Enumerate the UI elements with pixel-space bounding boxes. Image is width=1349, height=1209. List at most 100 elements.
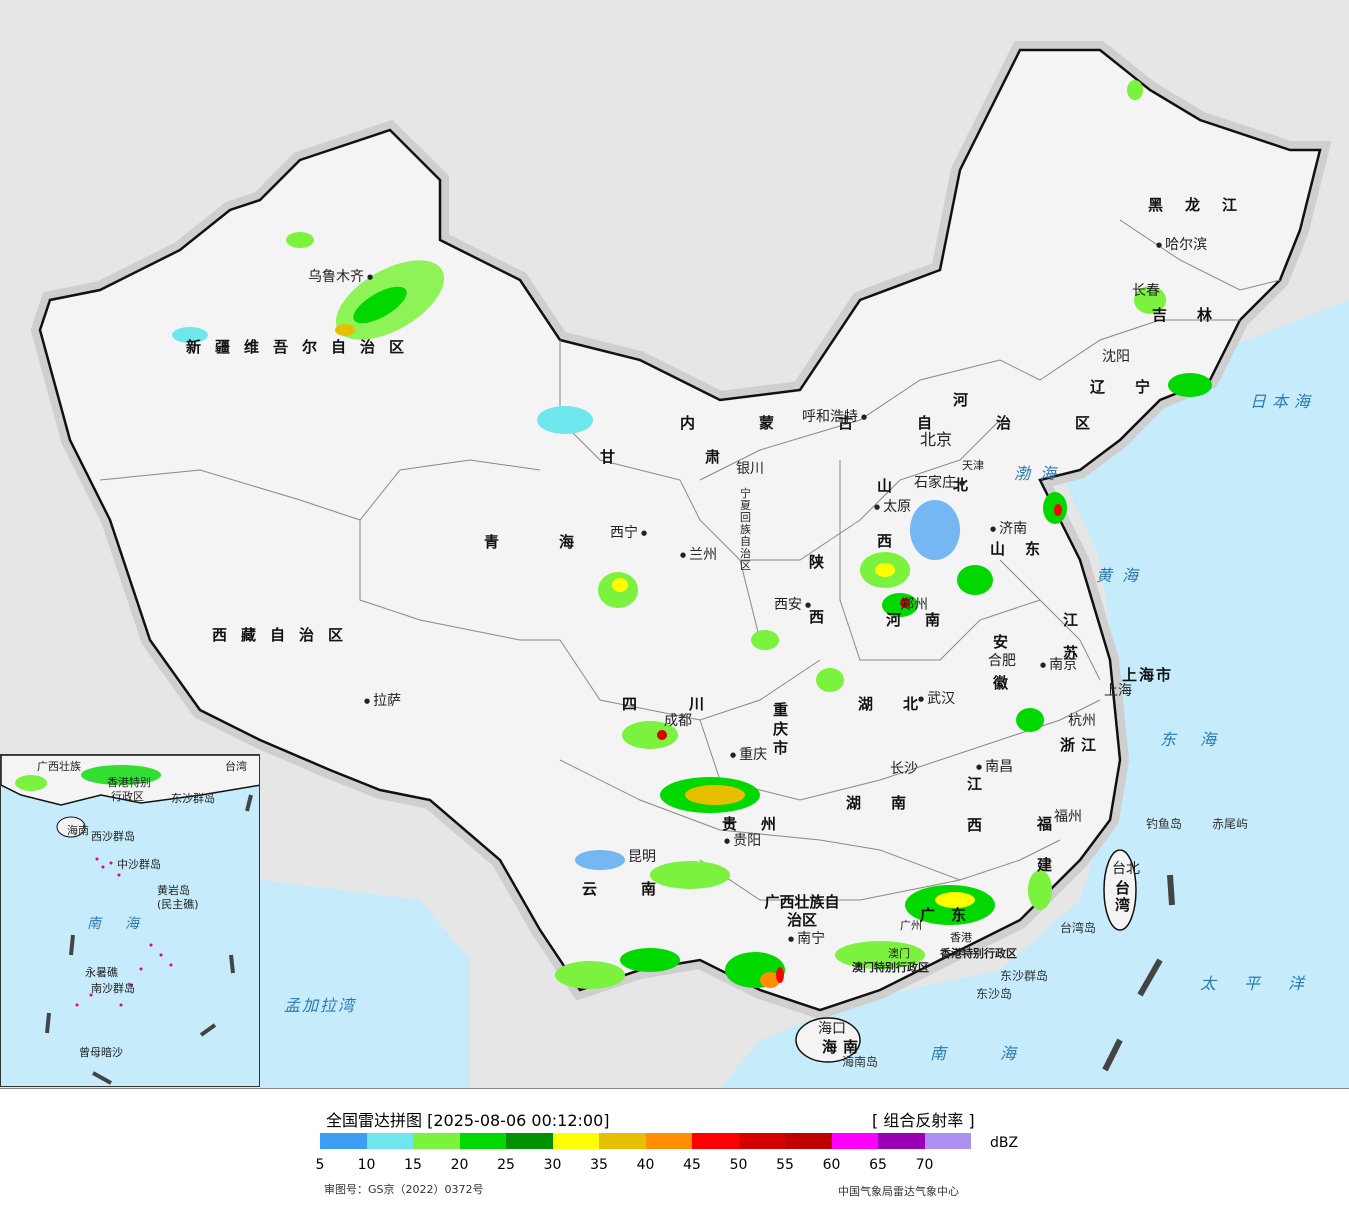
city-hefei: 合肥 [988, 653, 1016, 669]
legend-swatch [552, 1133, 599, 1149]
legend-swatch [738, 1133, 785, 1149]
inset-label-taiwan: 台湾 [225, 760, 247, 773]
legend-panel: 全国雷达拼图 [2025-08-06 00:12:00] [ 组合反射率 ] d… [0, 1088, 1349, 1209]
label-shandong: 山东 [990, 540, 1061, 558]
city-shanghai: 上海 [1104, 683, 1132, 699]
legend-swatch [413, 1133, 460, 1149]
label-chongqing: 重庆市 [771, 702, 789, 759]
label-fujian: 福建 [1035, 816, 1053, 898]
island-diaoyu: 钓鱼岛 [1146, 817, 1183, 831]
label-zhejiang: 浙江 [1060, 736, 1103, 754]
label-jiangsu: 江苏 [1061, 612, 1079, 678]
city-xian: 西安 [774, 598, 811, 612]
city-wuhan: 武汉 [918, 692, 955, 706]
inset-map [1, 755, 259, 1085]
label-shanxi: 山西 [875, 478, 893, 588]
sea-bengal: 孟加拉湾 [284, 996, 357, 1015]
label-hainan: 海南 [822, 1038, 865, 1056]
ocean-bengal [260, 880, 470, 1088]
island-dongsha-group: 东沙群岛 [1000, 969, 1049, 983]
legend-swatch [831, 1133, 878, 1149]
label-macao-region: 澳门特别行政区 [852, 961, 929, 974]
city-jinan: 济南 [990, 522, 1027, 536]
legend-swatch [692, 1133, 739, 1149]
label-henan: 河南 [886, 611, 965, 629]
sea-east: 东海 [1160, 730, 1241, 749]
legend-tick-label: 35 [590, 1157, 608, 1173]
inset-label-minzhu: (民主礁) [157, 898, 199, 911]
ocean-east [720, 300, 1349, 1088]
city-macao: 澳门 [888, 947, 910, 960]
legend-tick-label: 70 [915, 1157, 934, 1173]
sea-japan: 日本海 [1250, 392, 1317, 411]
inset-label-huangyan: 黄岩岛 [157, 884, 190, 897]
city-hangzhou: 杭州 [1068, 713, 1096, 729]
city-lanzhou: 兰州 [680, 548, 717, 562]
legend-tick-label: 65 [869, 1157, 887, 1173]
legend-title: 全国雷达拼图 [2025-08-06 00:12:00] [326, 1111, 610, 1130]
city-chengdu: 成都 [664, 713, 692, 729]
city-changsha: 长沙 [890, 761, 918, 777]
label-hk-region: 香港特别行政区 [940, 947, 1017, 960]
city-beijing: 北京 [920, 430, 953, 449]
city-hongkong: 香港 [950, 931, 972, 944]
label-sichuan: 四川 [622, 695, 757, 713]
legend-unit: dBZ [990, 1135, 1019, 1151]
label-guangdong: 广东 [920, 906, 983, 924]
city-tianjin: 天津 [962, 459, 984, 472]
city-xining: 西宁 [610, 526, 647, 540]
legend-tick-label: 55 [776, 1157, 794, 1173]
inset-label-zengmu: 曾母暗沙 [79, 1046, 123, 1059]
legend-swatch [878, 1133, 925, 1149]
legend-swatch [506, 1133, 553, 1149]
label-anhui: 安徽 [991, 634, 1009, 716]
inset-label-hk2: 行政区 [111, 790, 144, 803]
label-shanghai: 上海市 [1122, 666, 1174, 684]
legend-tick-label: 45 [683, 1157, 701, 1173]
legend-tick-label: 20 [450, 1157, 469, 1173]
city-haikou: 海口 [818, 1021, 846, 1037]
legend-tick-label: 50 [729, 1157, 748, 1173]
city-taipei: 台北 [1112, 861, 1140, 877]
legend-swatch [599, 1133, 646, 1149]
city-harbin: 哈尔滨 [1156, 238, 1207, 252]
legend-swatch [366, 1133, 413, 1149]
inset-label-south-sea: 南海 [87, 916, 163, 932]
city-nanning: 南宁 [788, 932, 825, 946]
city-lhasa: 拉萨 [364, 694, 401, 708]
label-neimenggu: 内蒙古自治区 [680, 414, 1155, 432]
sea-south: 南海 [930, 1044, 1071, 1063]
map-approval-number: 审图号：GS京（2022）0372号 [324, 1183, 484, 1196]
hainan-island [795, 1017, 861, 1063]
city-yinchuan: 银川 [736, 461, 764, 477]
city-changchun: 长春 [1132, 283, 1160, 299]
inset-label-hainan: 海南 [67, 824, 89, 837]
city-hohhot: 呼和浩特 [802, 410, 867, 424]
label-xizang: 西藏自治区 [212, 626, 358, 644]
label-qinghai: 青海 [484, 533, 635, 551]
sea-pacific: 太平洋 [1200, 974, 1333, 993]
inset-label-yongshu: 永暑礁 [85, 966, 118, 979]
map-frame: 新疆维吾尔自治区 西藏自治区 青海 甘肃 内蒙古自治区 黑龙江 吉林 辽宁 河北… [0, 0, 1349, 1088]
inset-label-hk: 香港特别 [107, 776, 151, 789]
legend-swatch [924, 1133, 971, 1149]
city-shijiazhuang: 石家庄 [914, 476, 965, 490]
city-taiyuan: 太原 [874, 500, 911, 514]
label-xinjiang: 新疆维吾尔自治区 [186, 338, 419, 356]
taiwan-island [1103, 849, 1137, 931]
inset-label-dongsha: 东沙群岛 [171, 792, 215, 805]
label-taiwan: 台湾 [1113, 880, 1131, 914]
label-shaanxi: 陕西 [807, 554, 825, 664]
island-chiwei: 赤尾屿 [1212, 817, 1249, 831]
legend-tick-label: 30 [543, 1157, 562, 1173]
label-guangxi: 广西壮族自治区 [764, 893, 840, 929]
inset-label-guangxi: 广西壮族 [37, 760, 81, 773]
legend-swatch [645, 1133, 692, 1149]
south-china-sea-inset: 广西壮族 台湾 香港特别 行政区 东沙群岛 海南 西沙群岛 中沙群岛 黄岩岛 (… [0, 754, 260, 1087]
city-chongqing: 重庆 [730, 748, 767, 762]
city-nanchang: 南昌 [976, 760, 1013, 774]
legend-color-bar [320, 1133, 971, 1149]
island-hainan: 海南岛 [842, 1055, 879, 1069]
island-taiwan: 台湾岛 [1060, 921, 1097, 935]
city-zhengzhou: 郑州 [900, 597, 928, 613]
